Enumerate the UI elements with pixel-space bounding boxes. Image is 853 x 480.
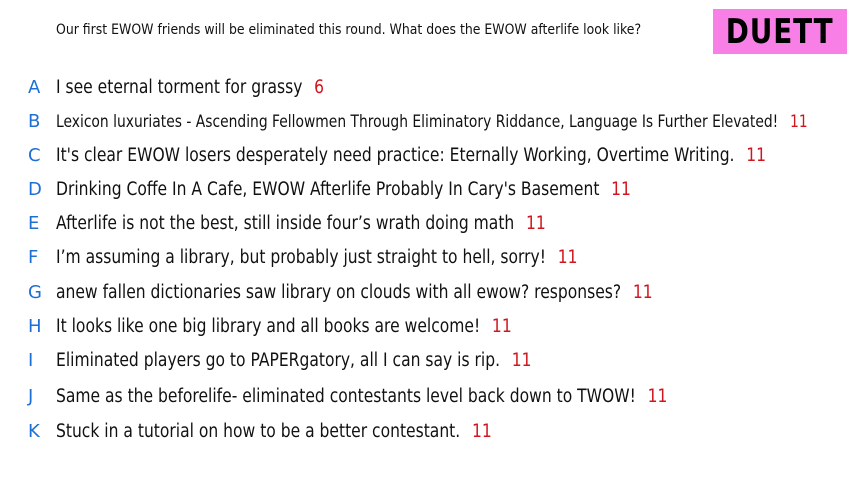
response-letter: J <box>28 385 34 407</box>
response-row-g: G anew fallen dictionaries saw library o… <box>0 275 853 309</box>
mode-badge: DUETT <box>713 9 847 54</box>
response-letter: C <box>28 144 41 166</box>
response-text: I’m assuming a library, but probably jus… <box>56 246 578 268</box>
response-letter: I <box>28 349 34 371</box>
response-text: anew fallen dictionaries saw library on … <box>56 281 653 303</box>
response-text: Afterlife is not the best, still inside … <box>56 212 546 234</box>
response-letter: K <box>28 420 40 442</box>
response-letter: F <box>28 246 39 268</box>
word-count: 11 <box>647 385 668 407</box>
response-row-d: D Drinking Coffe In A Cafe, EWOW Afterli… <box>0 172 853 206</box>
response-row-j: J Same as the beforelife- eliminated con… <box>0 379 853 413</box>
word-count: 11 <box>511 349 532 371</box>
word-count: 11 <box>526 212 546 234</box>
response-text: Lexicon luxuriates - Ascending Fellowmen… <box>56 111 808 131</box>
response-row-b: B Lexicon luxuriates - Ascending Fellowm… <box>0 104 853 138</box>
response-text: It looks like one big library and all bo… <box>56 315 512 337</box>
response-letter: E <box>28 212 40 234</box>
word-count: 11 <box>746 144 767 166</box>
response-text: Eliminated players go to PAPERgatory, al… <box>56 349 532 371</box>
word-count: 11 <box>491 315 512 337</box>
response-row-f: F I’m assuming a library, but probably j… <box>0 240 853 274</box>
response-row-i: I Eliminated players go to PAPERgatory, … <box>0 343 853 377</box>
response-row-e: E Afterlife is not the best, still insid… <box>0 206 853 240</box>
response-row-k: K Stuck in a tutorial on how to be a bet… <box>0 414 853 448</box>
response-text: I see eternal torment for grassy 6 <box>56 76 325 98</box>
response-letter: H <box>28 315 42 337</box>
response-letter: B <box>28 110 41 132</box>
word-count: 11 <box>632 281 653 303</box>
response-letter: G <box>28 281 42 303</box>
word-count: 11 <box>557 246 578 268</box>
response-text: Drinking Coffe In A Cafe, EWOW Afterlife… <box>56 178 631 200</box>
response-row-a: A I see eternal torment for grassy 6 <box>0 70 853 104</box>
mode-badge-label: DUETT <box>726 11 834 52</box>
prompt-text: Our first EWOW friends will be eliminate… <box>56 22 642 38</box>
response-letter: A <box>28 76 41 98</box>
response-text: Stuck in a tutorial on how to be a bette… <box>56 420 492 442</box>
response-row-h: H It looks like one big library and all … <box>0 309 853 343</box>
response-letter: D <box>28 178 42 200</box>
word-count: 6 <box>314 76 325 98</box>
response-text: It's clear EWOW losers desperately need … <box>56 144 767 166</box>
word-count: 11 <box>611 178 631 200</box>
response-row-c: C It's clear EWOW losers desperately nee… <box>0 138 853 172</box>
word-count: 11 <box>471 420 492 442</box>
word-count: 11 <box>790 111 808 131</box>
response-text: Same as the beforelife- eliminated conte… <box>56 385 668 407</box>
